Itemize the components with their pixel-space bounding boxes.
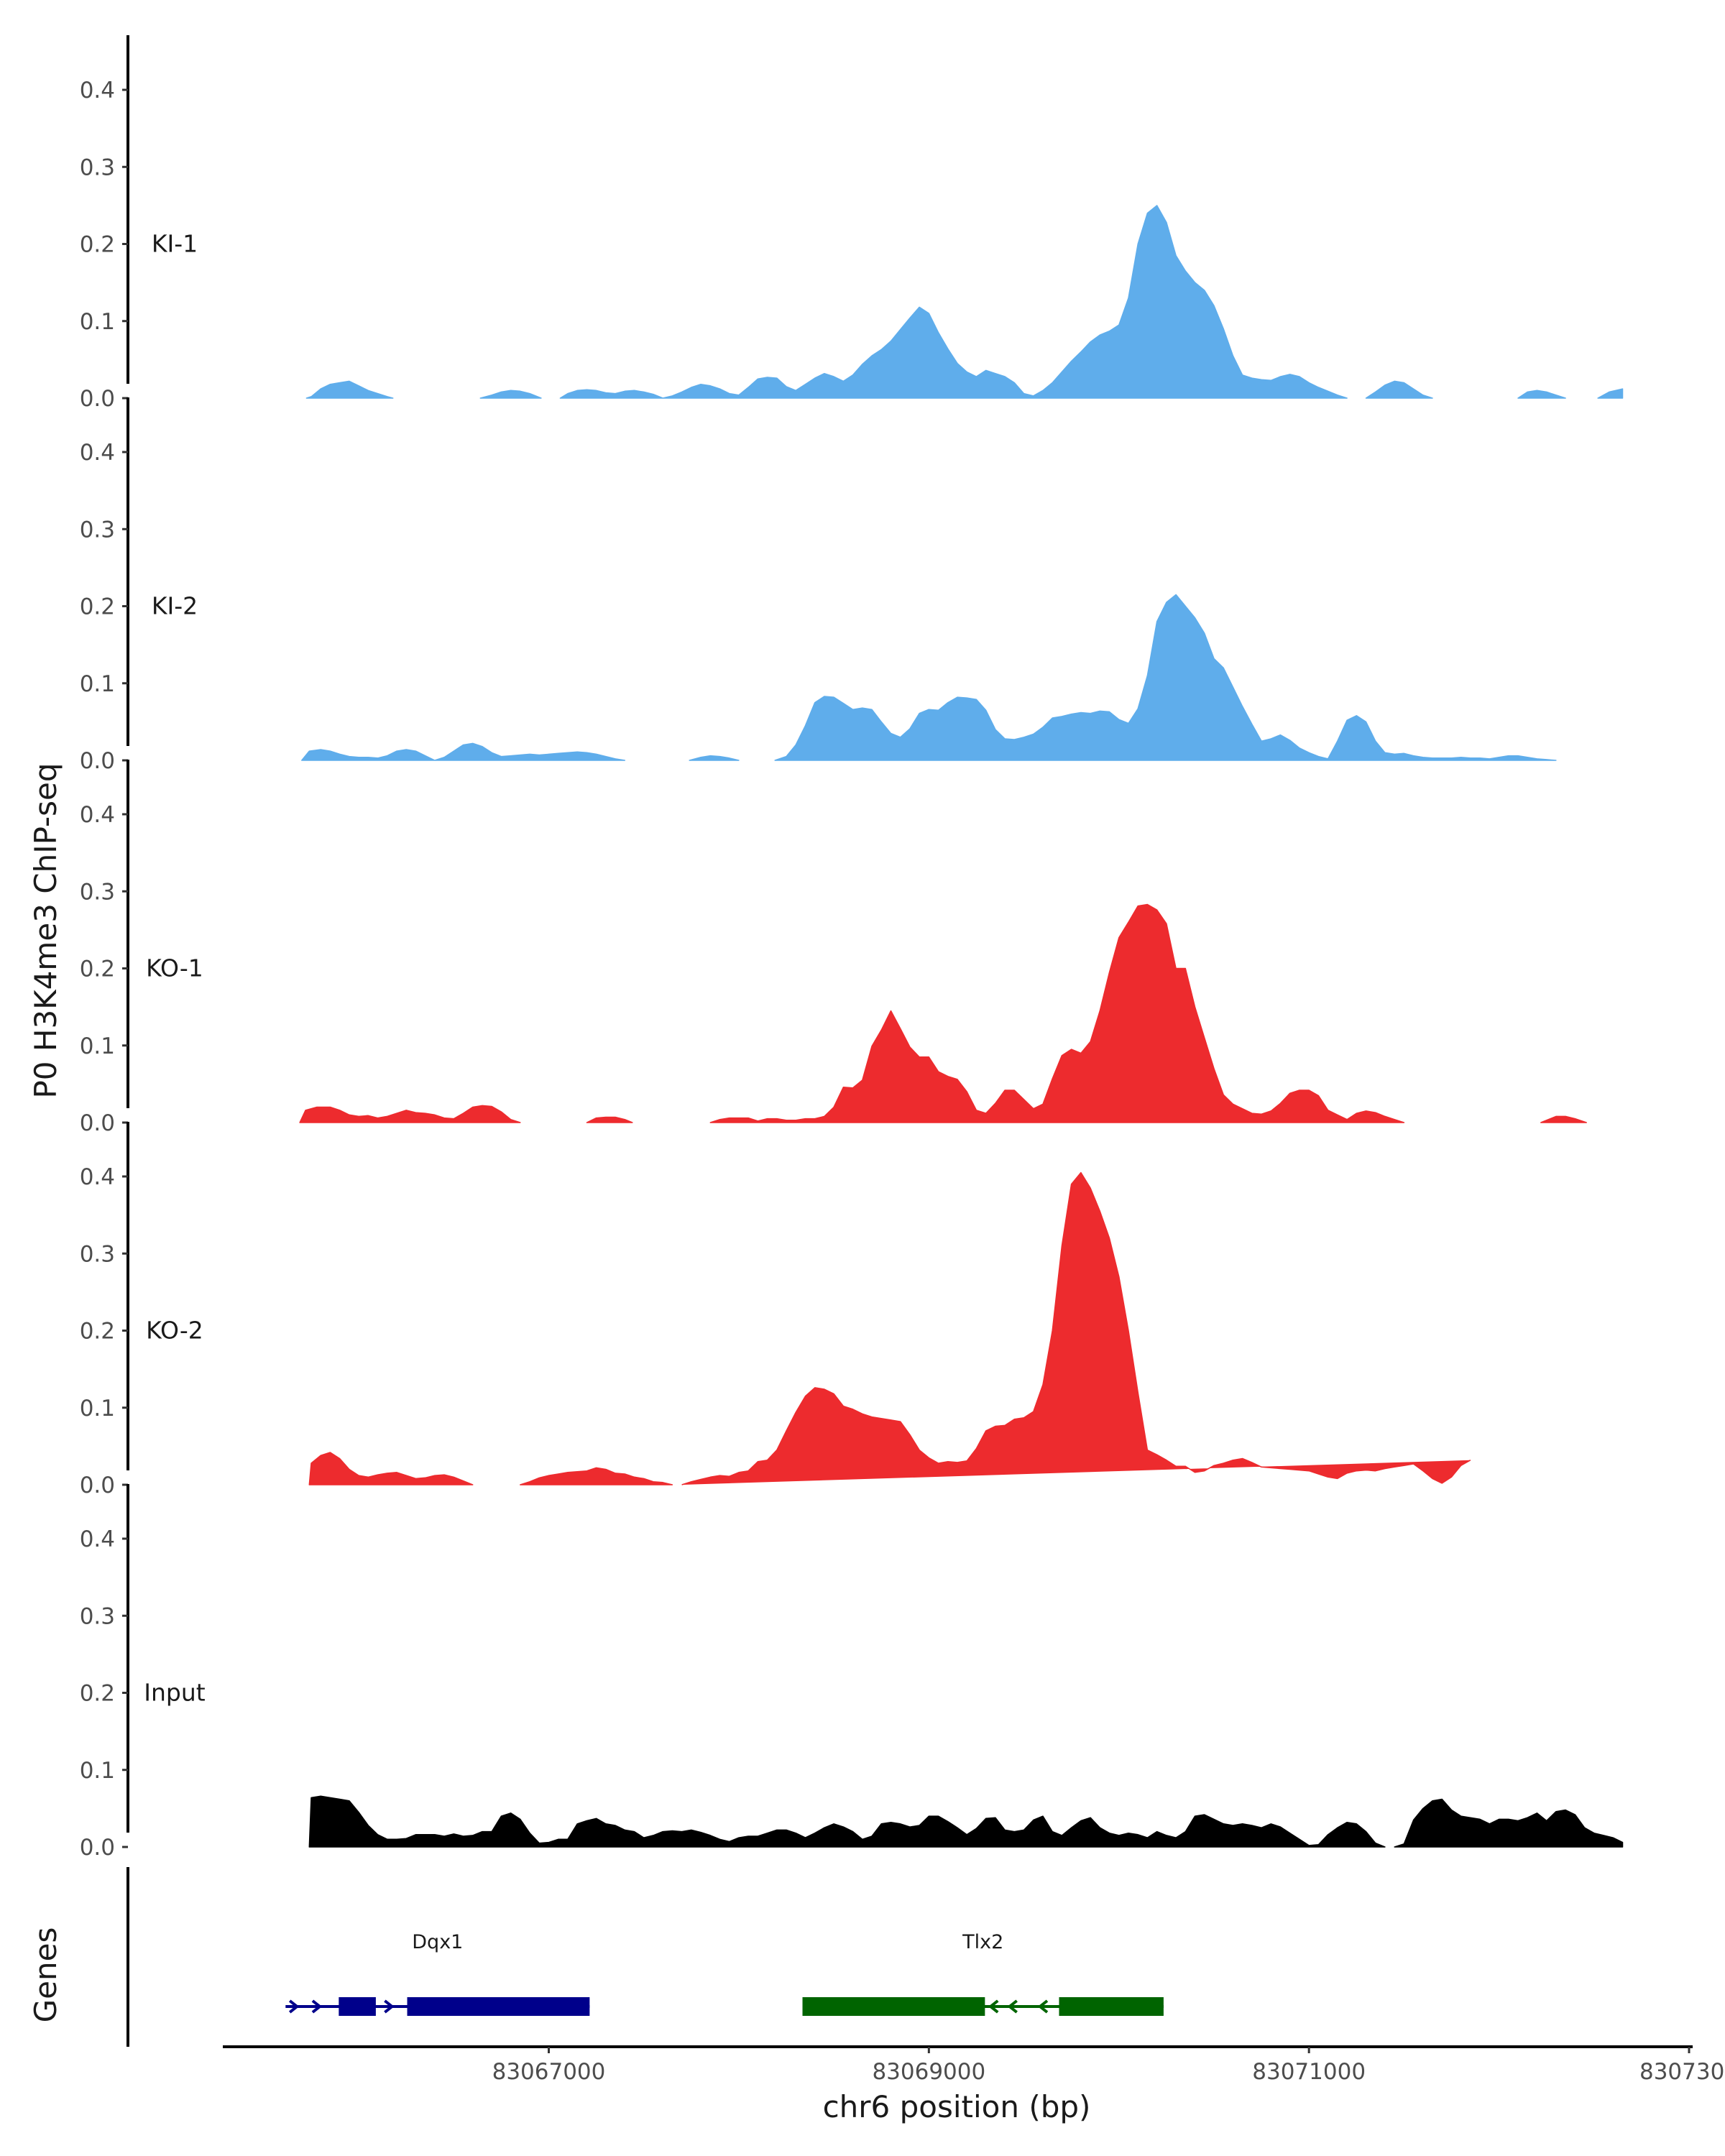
y-tick-label: 0.3 <box>80 1603 115 1629</box>
y-tick-label: 0.4 <box>80 1526 115 1552</box>
gene-models: Dqx1 Tlx2 <box>285 1931 1164 2016</box>
y-tick-label: 0.1 <box>80 1758 115 1784</box>
y-tick-label: 0.3 <box>80 879 115 905</box>
gene-dqx1: Dqx1 <box>285 1931 590 2016</box>
x-tick-label: 83071000 <box>1252 2059 1366 2085</box>
y-tick-label: 0.2 <box>80 232 115 258</box>
gene-exon <box>407 1997 590 2016</box>
track-ki-1: 0.0 0.1 0.2 0.3 0.4 KI-1 <box>80 35 1624 412</box>
y-tick-label: 0.2 <box>80 1681 115 1707</box>
y-tick-label: 0.4 <box>80 1164 115 1190</box>
y-axis-title: P0 H3K4me3 ChIP-seq <box>28 763 63 1098</box>
y-tick-label: 0.0 <box>80 1473 115 1498</box>
y-tick-label: 0.1 <box>80 309 115 335</box>
y-tick-label: 0.3 <box>80 155 115 180</box>
gene-exon <box>339 1997 376 2016</box>
x-tick-label: 8307300 <box>1639 2059 1725 2085</box>
strand-arrow-icon <box>384 1999 395 2014</box>
gene-exon <box>1059 1997 1164 2016</box>
signal-area <box>301 594 1557 761</box>
signal-tracks: 0.00.10.20.30.4KI-10.00.10.20.30.4KI-20.… <box>80 35 1624 1861</box>
track-label: KI-2 <box>152 592 198 620</box>
y-tick-label: 0.4 <box>80 440 115 466</box>
gene-label: Dqx1 <box>412 1931 463 1953</box>
track-ki-2: 0.0 0.1 0.2 0.3 0.4 KI-2 <box>80 397 1557 774</box>
y-tick-label: 0.0 <box>80 748 115 774</box>
track-label: KO-2 <box>146 1317 203 1345</box>
track-label: KI-1 <box>152 230 198 258</box>
track-ko-1: 0.0 0.1 0.2 0.3 0.4 KO-1 <box>80 760 1587 1136</box>
strand-arrow-icon <box>311 1999 323 2014</box>
genes-axis-title: Genes <box>28 1927 63 2023</box>
y-tick-label: 0.1 <box>80 671 115 697</box>
strand-arrow-icon <box>1007 1999 1018 2014</box>
strand-arrow-icon <box>988 1999 999 2014</box>
track-input: 0.0 0.1 0.2 0.3 0.4 Input <box>80 1484 1624 1861</box>
signal-area <box>305 205 1624 399</box>
signal-area <box>308 1171 1471 1485</box>
y-tick-label: 0.3 <box>80 517 115 543</box>
y-tick-label: 0.3 <box>80 1241 115 1267</box>
y-tick-label: 0.4 <box>80 78 115 103</box>
y-tick-label: 0.4 <box>80 802 115 828</box>
signal-area <box>299 903 1587 1123</box>
y-tick-label: 0.0 <box>80 386 115 412</box>
y-tick-label: 0.1 <box>80 1396 115 1422</box>
genes-panel: Genes Dqx1 Tlx2 <box>28 1867 1164 2047</box>
gene-label: Tlx2 <box>962 1931 1003 1953</box>
strand-arrow-icon <box>288 1999 300 2014</box>
x-axis: 83067000 83069000 83071000 8307300 <box>223 2045 1725 2085</box>
y-tick-label: 0.0 <box>80 1110 115 1136</box>
gene-exon <box>802 1997 985 2016</box>
track-label: Input <box>144 1679 206 1707</box>
y-tick-label: 0.2 <box>80 957 115 982</box>
y-tick-label: 0.2 <box>80 1319 115 1345</box>
signal-area <box>308 1795 1624 1848</box>
gene-tlx2: Tlx2 <box>802 1931 1164 2016</box>
x-tick-label: 83069000 <box>872 2059 985 2085</box>
y-tick-label: 0.1 <box>80 1033 115 1059</box>
y-tick-label: 0.0 <box>80 1835 115 1861</box>
track-ko-2: 0.0 0.1 0.2 0.3 0.4 KO-2 <box>80 1122 1471 1498</box>
y-tick-label: 0.2 <box>80 594 115 620</box>
x-axis-title: chr6 position (bp) <box>823 2089 1091 2124</box>
strand-arrow-icon <box>1037 1999 1049 2014</box>
x-tick-label: 83067000 <box>492 2059 606 2085</box>
track-label: KO-1 <box>146 954 203 982</box>
